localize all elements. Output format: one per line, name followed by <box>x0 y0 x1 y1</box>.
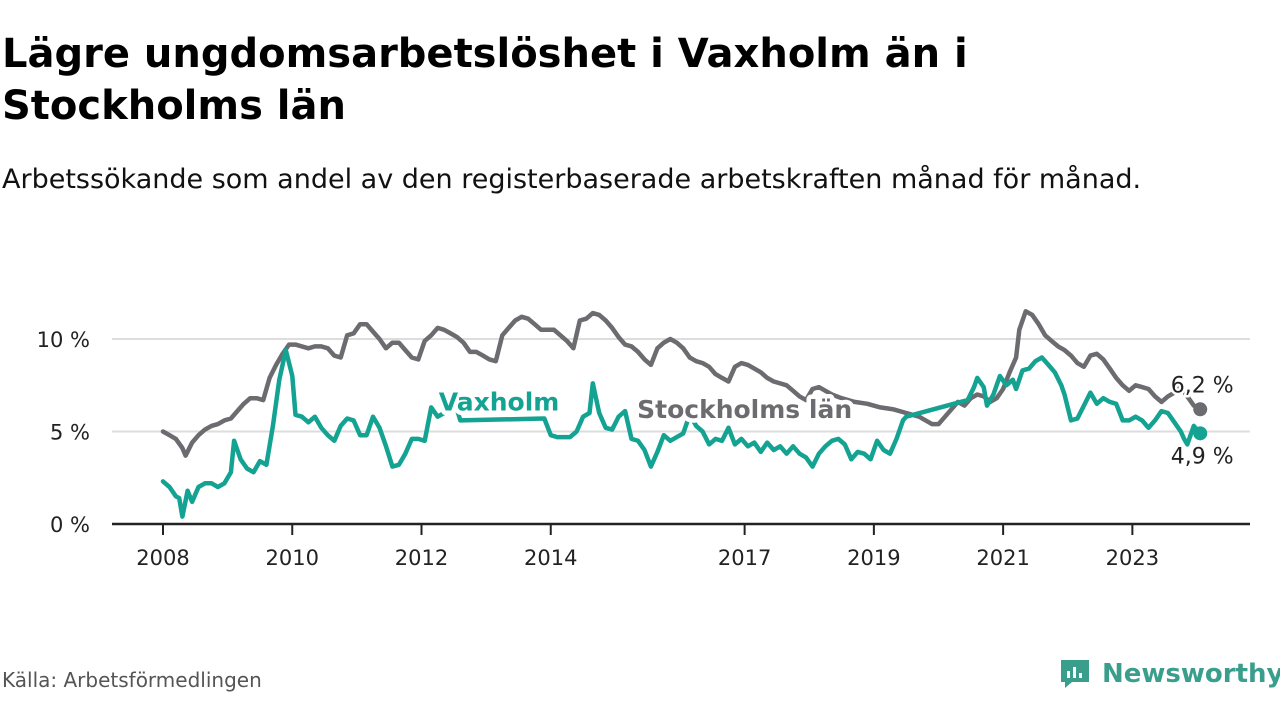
x-tick-label: 2014 <box>524 546 577 570</box>
x-axis: 2008 2010 2012 2014 2017 2019 2021 2023 <box>112 522 1250 570</box>
x-tick-label: 2019 <box>847 546 900 570</box>
series-end-marker-stockholm <box>1193 402 1208 417</box>
brand-name: Newsworthy <box>1102 659 1280 689</box>
y-tick-label: 5 % <box>50 421 90 445</box>
series-end-label-vaxholm: 4,9 % <box>1171 444 1234 469</box>
series-line-vaxholm <box>160 347 1203 519</box>
series-name-label-vaxholm: Vaxholm <box>439 388 560 417</box>
series-lines <box>160 309 1208 519</box>
chart-subtitle: Arbetssökande som andel av den registerb… <box>2 164 1142 195</box>
x-tick-label: 2010 <box>266 546 319 570</box>
series-line-stockholm <box>160 309 1203 458</box>
x-tick-label: 2008 <box>136 546 189 570</box>
y-tick-label: 10 % <box>37 328 90 352</box>
y-tick-label: 0 % <box>50 513 90 537</box>
x-tick-label: 2021 <box>976 546 1029 570</box>
source-note: Källa: Arbetsförmedlingen <box>2 668 262 692</box>
y-axis-labels: 0 % 5 % 10 % <box>37 328 90 537</box>
gridlines <box>112 338 1250 433</box>
series-labels: 6,2 % 4,9 % Stockholms län Vaxholm <box>434 371 1236 472</box>
brand-logo: Newsworthy <box>1058 654 1280 694</box>
series-end-label-stockholm: 6,2 % <box>1171 373 1234 398</box>
series-name-label-stockholm: Stockholms län <box>637 395 852 424</box>
x-tick-label: 2012 <box>395 546 448 570</box>
x-tick-label: 2023 <box>1106 546 1159 570</box>
chart-title: Lägre ungdomsarbetslöshet i Vaxholm än i… <box>2 31 968 129</box>
series-end-marker-vaxholm <box>1193 426 1208 441</box>
newsworthy-logo-icon <box>1061 660 1089 688</box>
x-tick-label: 2017 <box>718 546 771 570</box>
